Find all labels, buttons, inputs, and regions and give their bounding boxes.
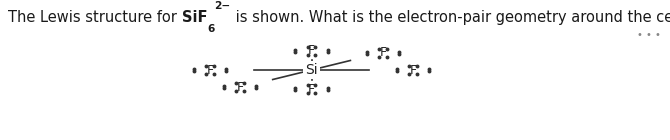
Text: Si: Si [306, 63, 318, 77]
Text: SiF: SiF [182, 10, 207, 25]
Text: F: F [379, 46, 387, 59]
Text: F: F [308, 44, 315, 57]
Text: 2−: 2− [214, 1, 230, 11]
Text: F: F [409, 64, 417, 76]
Text: is shown. What is the electron-pair geometry around the central atom?: is shown. What is the electron-pair geom… [230, 10, 670, 25]
Text: F: F [206, 64, 214, 76]
Text: 6: 6 [207, 24, 214, 34]
Text: The Lewis structure for: The Lewis structure for [8, 10, 182, 25]
Text: F: F [308, 83, 315, 96]
Text: F: F [237, 81, 244, 94]
Text: • • •: • • • [636, 30, 661, 40]
